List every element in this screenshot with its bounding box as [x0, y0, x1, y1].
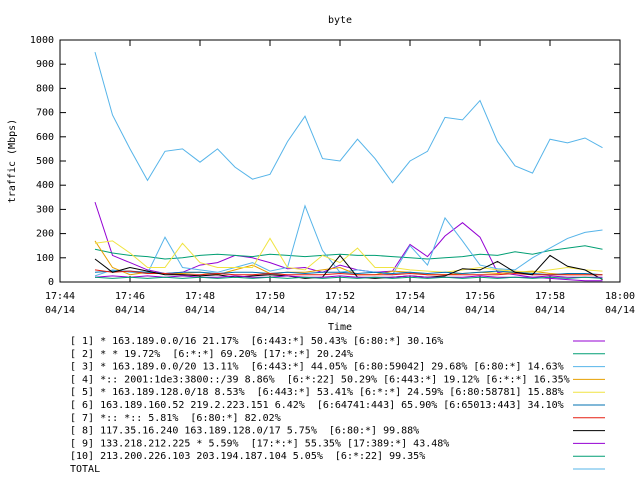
y-axis-label: traffic (Mbps): [7, 119, 18, 203]
x-tick-date: 04/14: [115, 305, 145, 316]
y-tick-label: 200: [36, 229, 54, 240]
y-tick-label: 400: [36, 180, 54, 191]
series-line: [94, 204, 603, 277]
x-axis-label: Time: [328, 322, 352, 333]
x-tick-label: 18:00: [605, 291, 635, 302]
y-tick-label: 600: [36, 132, 54, 143]
x-tick-label: 17:56: [465, 291, 495, 302]
legend-label: [10] 213.200.226.103 203.194.187.104 5.0…: [70, 451, 425, 462]
x-tick-date: 04/14: [325, 305, 355, 316]
series-line: [94, 240, 603, 276]
series-line: [94, 201, 603, 282]
y-tick-label: 0: [48, 277, 54, 288]
series-line: [94, 237, 603, 273]
x-tick-date: 04/14: [535, 305, 565, 316]
legend-label: [ 5] * 163.189.128.0/18 8.53% [6:443:*] …: [70, 387, 564, 398]
y-tick-label: 100: [36, 253, 54, 264]
series-line: [94, 254, 603, 281]
chart-title: byte: [328, 15, 352, 26]
y-tick-label: 900: [36, 59, 54, 70]
x-tick-date: 04/14: [395, 305, 425, 316]
x-tick-label: 17:46: [115, 291, 145, 302]
x-tick-label: 17:48: [185, 291, 215, 302]
series-line: [94, 51, 603, 184]
x-tick-label: 17:44: [45, 291, 75, 302]
series-line: [94, 276, 603, 279]
legend-label: [ 8] 117.35.16.240 163.189.128.0/17 5.75…: [70, 426, 419, 437]
x-tick-date: 04/14: [185, 305, 215, 316]
x-tick-date: 04/14: [605, 305, 635, 316]
x-tick-date: 04/14: [45, 305, 75, 316]
legend-label: TOTAL: [70, 464, 100, 475]
x-tick-label: 17:54: [395, 291, 425, 302]
y-tick-label: 800: [36, 83, 54, 94]
x-tick-label: 17:52: [325, 291, 355, 302]
x-tick-date: 04/14: [255, 305, 285, 316]
legend-label: [ 4] *:: 2001:1de3:3800::/39 8.86% [6:*:…: [70, 374, 570, 385]
x-tick-label: 17:58: [535, 291, 565, 302]
y-tick-label: 300: [36, 204, 54, 215]
x-tick-label: 17:50: [255, 291, 285, 302]
legend-label: [ 6] 163.189.160.52 219.2.223.151 6.42% …: [70, 400, 564, 411]
y-tick-label: 700: [36, 108, 54, 119]
legend-label: [ 2] * * 19.72% [6:*:*] 69.20% [17:*:*] …: [70, 349, 353, 360]
legend-label: [ 9] 133.218.212.225 * 5.59% [17:*:*] 55…: [70, 438, 449, 449]
x-tick-date: 04/14: [465, 305, 495, 316]
y-tick-label: 500: [36, 156, 54, 167]
legend-label: [ 3] * 163.189.0.0/20 13.11% [6:443:*] 4…: [70, 362, 564, 373]
legend-label: [ 1] * 163.189.0.0/16 21.17% [6:443:*] 5…: [70, 336, 443, 347]
y-tick-label: 1000: [30, 35, 54, 46]
legend-label: [ 7] *:: *:: 5.81% [6:80:*] 82.02%: [70, 413, 281, 424]
